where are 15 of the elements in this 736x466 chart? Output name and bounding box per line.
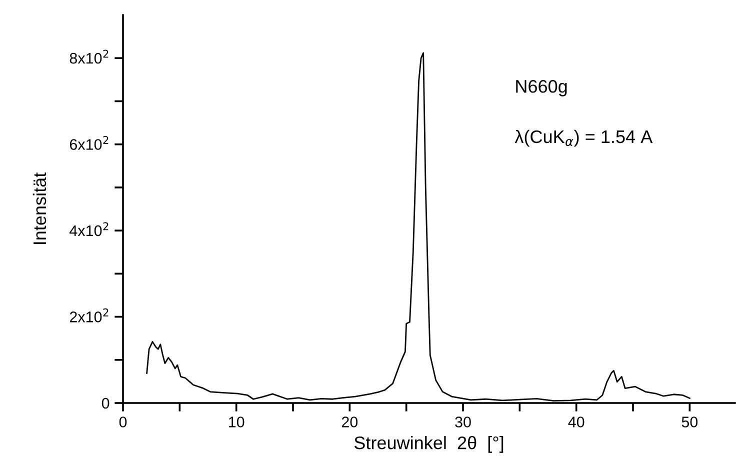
- y-tick-label: 2x10$^{2}$: [70, 308, 108, 322]
- y-tick-label: 8x10$^{2}$: [70, 50, 108, 64]
- y-tick-label: 4x10$^{2}$: [70, 222, 108, 236]
- x-tick-label: 0: [119, 416, 127, 428]
- x-tick-label: 40: [568, 416, 584, 428]
- y-axis-title: Intensität: [32, 172, 46, 244]
- annotation: N660g: [516, 80, 567, 96]
- x-tick-label: 20: [342, 416, 358, 428]
- annotation: λ(CuK$_{α}$) = 1.54 A: [514, 130, 653, 147]
- x-tick-label: 30: [455, 416, 471, 428]
- x-tick-label: 50: [682, 416, 698, 428]
- x-axis-title: Streuwinkel 2θ [°]: [354, 436, 504, 453]
- y-tick-label: 0: [102, 398, 110, 409]
- y-tick-label: 6x10$^{2}$: [70, 136, 108, 150]
- x-tick-label: 10: [229, 416, 244, 428]
